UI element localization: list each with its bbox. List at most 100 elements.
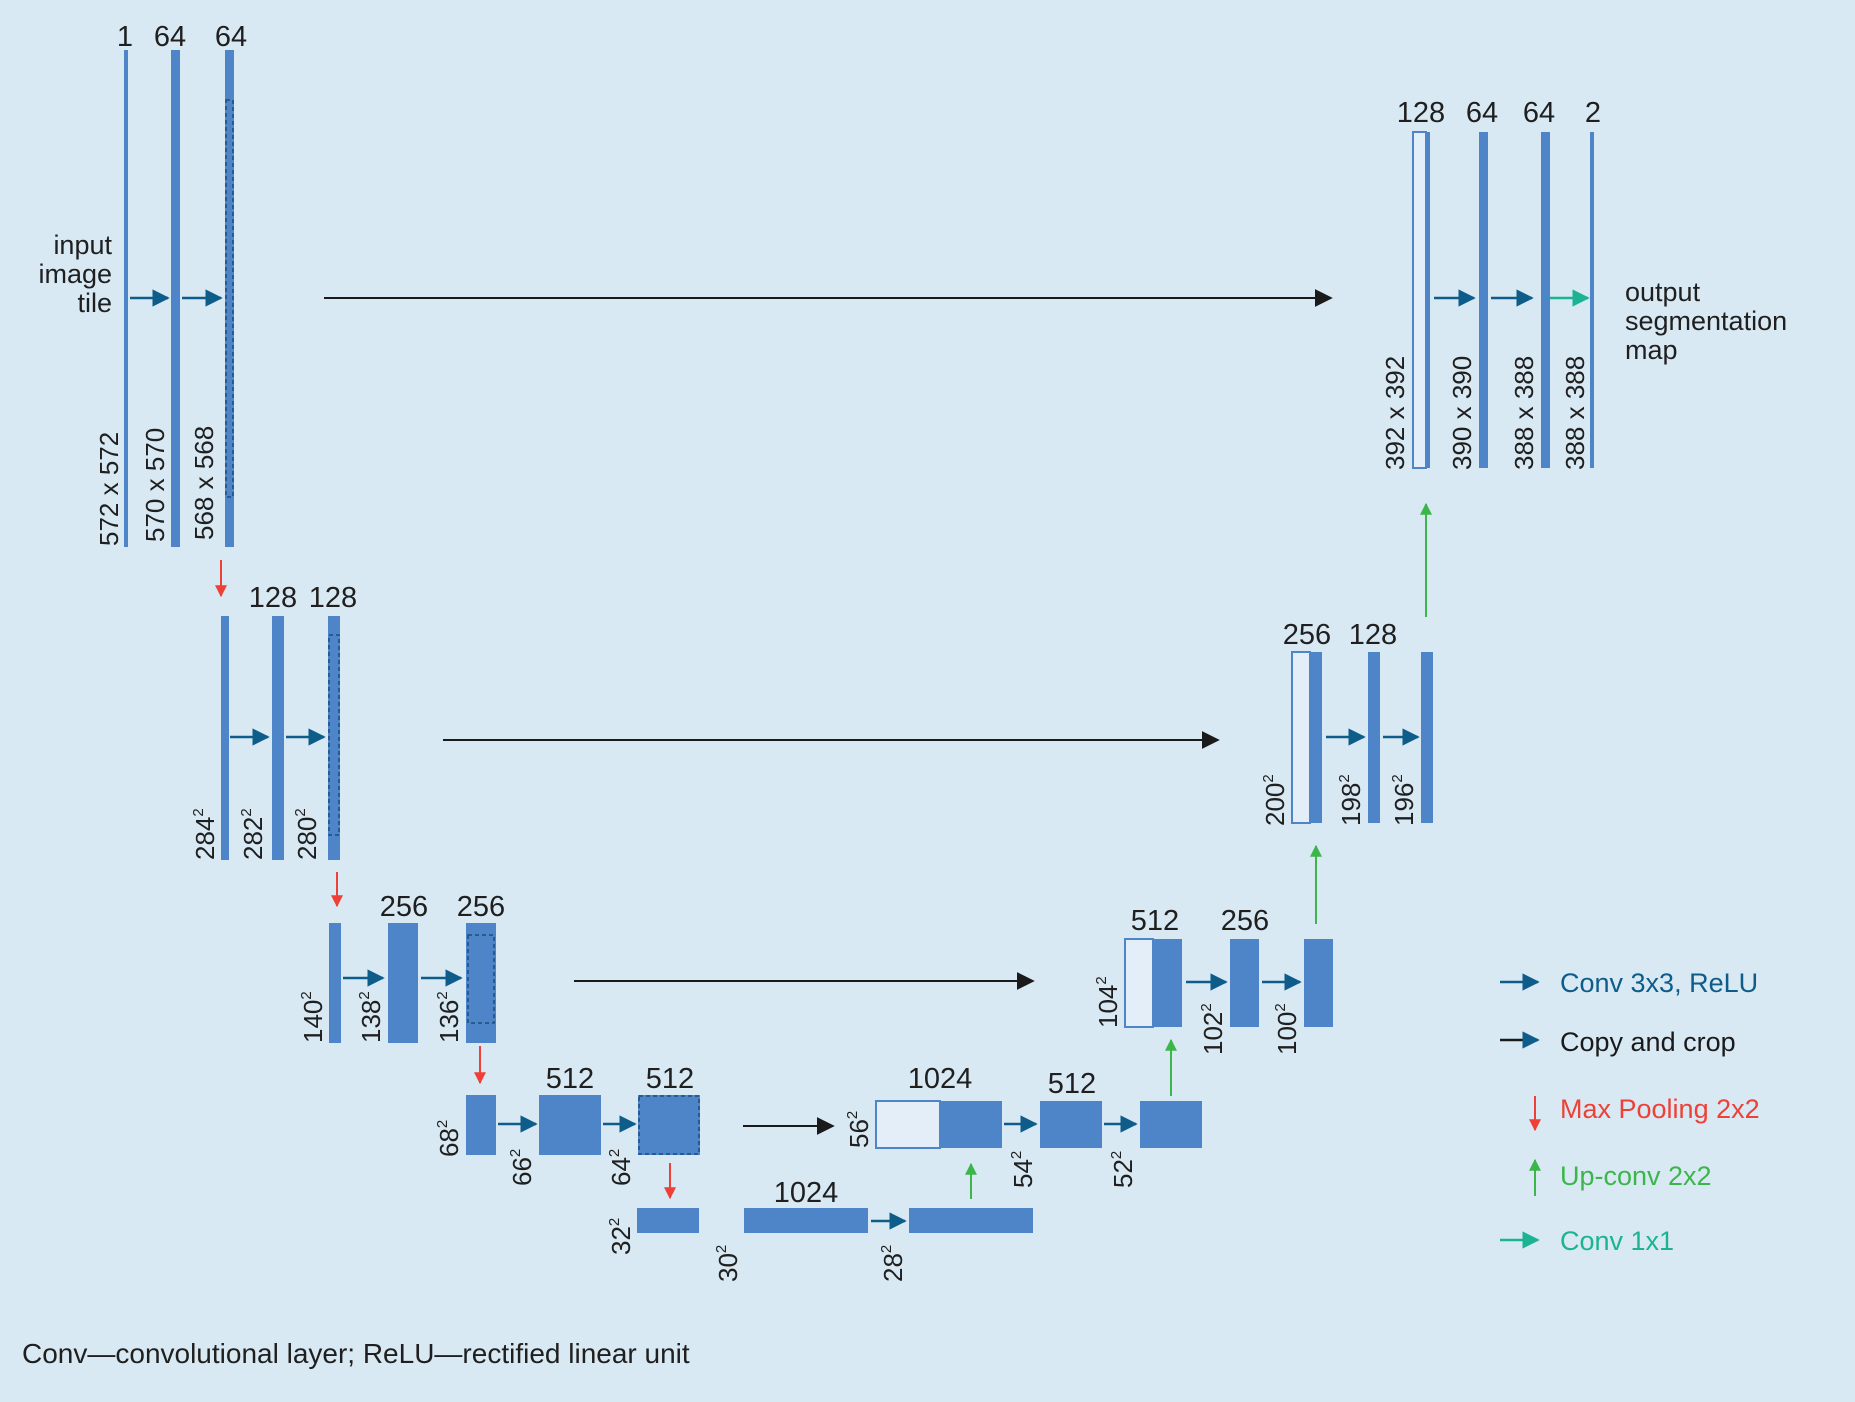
output-segmentation-map bbox=[1590, 132, 1594, 468]
up-level-4-blocks bbox=[875, 1100, 1202, 1149]
feature-map-l2-a bbox=[221, 616, 229, 860]
size-label: 392 x 392 bbox=[1380, 356, 1410, 470]
size-label: 1982 bbox=[1336, 774, 1366, 826]
channel-label: 256 bbox=[380, 891, 428, 923]
size-label: 572 x 572 bbox=[94, 432, 124, 546]
feature-map-bottom-c bbox=[909, 1208, 1033, 1233]
legend-label: Copy and crop bbox=[1560, 1027, 1736, 1057]
feature-map-u2-a bbox=[1310, 652, 1322, 823]
svg-text:662: 662 bbox=[507, 1149, 537, 1186]
feature-map-u4-c bbox=[1140, 1101, 1202, 1148]
feature-map-out-a bbox=[1426, 132, 1430, 468]
svg-text:1982: 1982 bbox=[1336, 774, 1366, 826]
svg-text:322: 322 bbox=[606, 1218, 636, 1255]
legend-label: Conv 1x1 bbox=[1560, 1226, 1674, 1256]
svg-text:1402: 1402 bbox=[298, 991, 328, 1043]
feature-map-l4-a bbox=[466, 1095, 496, 1155]
feature-map-l3-b bbox=[388, 923, 418, 1043]
size-label: 568 x 568 bbox=[189, 426, 219, 540]
copied-feature-map-u4 bbox=[875, 1100, 941, 1149]
feature-map-u2-b bbox=[1368, 652, 1380, 823]
svg-text:1002: 1002 bbox=[1272, 1003, 1302, 1055]
svg-text:2002: 2002 bbox=[1260, 774, 1290, 826]
size-label: 1402 bbox=[298, 991, 328, 1043]
level-4-blocks bbox=[466, 1095, 700, 1155]
feature-map-u3-c bbox=[1304, 939, 1333, 1027]
channel-label: 256 bbox=[1283, 619, 1331, 651]
svg-text:2822: 2822 bbox=[238, 808, 268, 860]
size-label: 662 bbox=[507, 1149, 537, 1186]
crop-region-l3 bbox=[467, 934, 495, 1024]
svg-text:542: 542 bbox=[1008, 1151, 1038, 1188]
feature-map-u3-b bbox=[1230, 939, 1259, 1027]
feature-map-l1-c bbox=[225, 50, 234, 547]
channel-label: 1024 bbox=[774, 1177, 839, 1209]
channel-label: 512 bbox=[546, 1063, 594, 1095]
feature-map-bottom-a bbox=[637, 1208, 699, 1233]
svg-text:642: 642 bbox=[606, 1149, 636, 1186]
channel-label: 64 bbox=[215, 21, 247, 53]
channel-label: 128 bbox=[1349, 619, 1397, 651]
channel-label: 512 bbox=[1048, 1068, 1096, 1100]
channel-label: 256 bbox=[457, 891, 505, 923]
size-label: 388 x 388 bbox=[1509, 356, 1539, 470]
svg-text:2842: 2842 bbox=[190, 808, 220, 860]
svg-text:1022: 1022 bbox=[1198, 1003, 1228, 1055]
size-label: 562 bbox=[844, 1111, 874, 1148]
feature-map-bottom-b bbox=[744, 1208, 868, 1233]
svg-text:1382: 1382 bbox=[356, 991, 386, 1043]
input-label-line: image bbox=[38, 259, 112, 289]
channel-label: 64 bbox=[154, 21, 186, 53]
output-level-blocks bbox=[1412, 131, 1594, 469]
channel-label: 64 bbox=[1466, 97, 1498, 129]
crop-region-l1 bbox=[225, 99, 234, 498]
feature-map-l4-b bbox=[539, 1095, 601, 1155]
input-label-line: tile bbox=[77, 288, 112, 318]
size-label: 322 bbox=[606, 1218, 636, 1255]
svg-text:562: 562 bbox=[844, 1111, 874, 1148]
size-label: 2822 bbox=[238, 808, 268, 860]
level-2-blocks bbox=[221, 616, 340, 860]
copied-feature-map-out bbox=[1412, 131, 1427, 469]
feature-map-u2-c bbox=[1421, 652, 1433, 823]
size-label: 522 bbox=[1108, 1151, 1138, 1188]
up-level-2-blocks bbox=[1291, 651, 1433, 824]
copied-feature-map-u2 bbox=[1291, 651, 1311, 824]
feature-map-u3-a bbox=[1153, 939, 1182, 1027]
svg-text:282: 282 bbox=[878, 1245, 908, 1282]
channel-label: 128 bbox=[1397, 97, 1445, 129]
copied-feature-map-u3 bbox=[1124, 938, 1154, 1028]
bottleneck-blocks bbox=[637, 1208, 1033, 1233]
feature-map-out-b bbox=[1479, 132, 1488, 468]
svg-text:2802: 2802 bbox=[292, 808, 322, 860]
channel-label: 256 bbox=[1221, 905, 1269, 937]
feature-map-l3-c bbox=[466, 923, 496, 1043]
level-1-blocks bbox=[124, 50, 234, 547]
output-label-line: output bbox=[1625, 277, 1701, 307]
size-label: 642 bbox=[606, 1149, 636, 1186]
size-label: 1042 bbox=[1093, 976, 1123, 1028]
feature-map-l4-c bbox=[638, 1095, 700, 1155]
output-label-line: segmentation bbox=[1625, 306, 1787, 336]
channel-label: 1 bbox=[117, 21, 133, 53]
up-level-3-blocks bbox=[1124, 938, 1333, 1028]
svg-text:1042: 1042 bbox=[1093, 976, 1123, 1028]
channel-label: 512 bbox=[646, 1063, 694, 1095]
size-label: 388 x 388 bbox=[1560, 356, 1590, 470]
svg-text:1362: 1362 bbox=[434, 991, 464, 1043]
channel-label: 128 bbox=[309, 582, 357, 614]
feature-map-l2-c bbox=[328, 616, 340, 860]
size-label: 2802 bbox=[292, 808, 322, 860]
feature-map-l1-a bbox=[124, 50, 128, 547]
channel-label: 1024 bbox=[908, 1063, 973, 1095]
size-label: 542 bbox=[1008, 1151, 1038, 1188]
legend: Conv 3x3, ReLU Copy and crop Max Pooling… bbox=[1500, 968, 1760, 1256]
footnote: Conv—convolutional layer; ReLU—rectified… bbox=[22, 1338, 690, 1369]
svg-text:682: 682 bbox=[434, 1120, 464, 1157]
svg-text:302: 302 bbox=[713, 1245, 743, 1282]
size-label: 1022 bbox=[1198, 1003, 1228, 1055]
feature-map-l2-b bbox=[272, 616, 284, 860]
legend-item-upconv: Up-conv 2x2 bbox=[1529, 1158, 1712, 1196]
size-label: 390 x 390 bbox=[1447, 356, 1477, 470]
